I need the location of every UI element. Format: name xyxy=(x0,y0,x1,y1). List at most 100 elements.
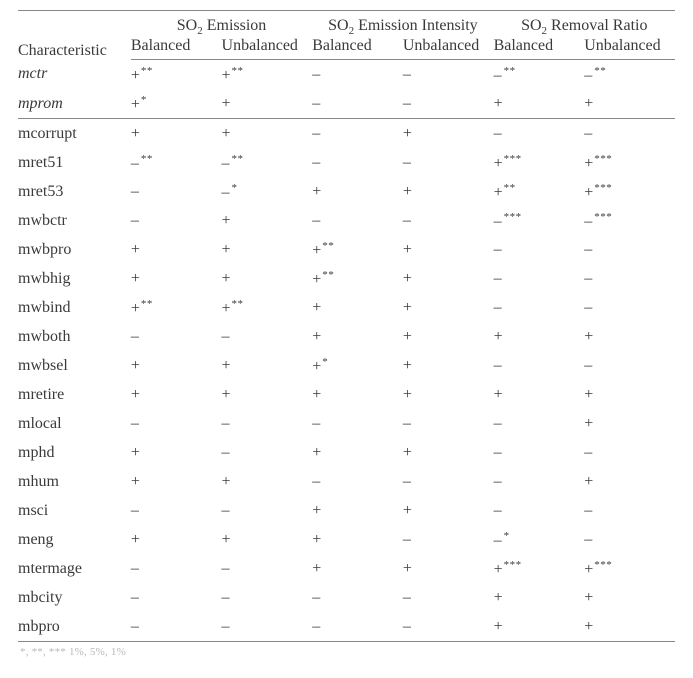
cell-significance: *** xyxy=(594,559,612,571)
cell-sign: + xyxy=(584,619,594,635)
cell-value: + xyxy=(222,119,313,149)
cell-value: – xyxy=(403,409,494,438)
cell-value: +*** xyxy=(584,148,675,177)
cell-value: – xyxy=(312,467,403,496)
cell-significance: ** xyxy=(322,240,334,252)
cell-value: + xyxy=(131,119,222,149)
cell-significance: ** xyxy=(141,298,153,310)
cell-sign: – xyxy=(403,67,413,83)
table-row: mlocal–––––+ xyxy=(18,409,675,438)
cell-value: +** xyxy=(131,60,222,90)
cell-value: + xyxy=(403,351,494,380)
cell-sign: + xyxy=(584,474,594,490)
cell-value: + xyxy=(494,89,585,119)
row-characteristic-label: mwboth xyxy=(18,328,70,345)
cell-sign: + xyxy=(584,96,594,112)
cell-value: – xyxy=(131,409,222,438)
header-group-removal: SO2 Removal Ratio xyxy=(494,11,675,38)
cell-significance: ** xyxy=(232,65,244,77)
cell-sign: + xyxy=(584,590,594,606)
cell-sign: – xyxy=(584,358,594,374)
cell-sign: + xyxy=(131,271,141,287)
cell-value: + xyxy=(403,235,494,264)
cell-sign: + xyxy=(494,387,504,403)
table-row: mwbind+**+**++–– xyxy=(18,293,675,322)
cell-value: – xyxy=(222,554,313,583)
row-characteristic-label: mwbctr xyxy=(18,212,67,229)
cell-sign: – xyxy=(312,590,322,606)
row-characteristic-label: meng xyxy=(18,531,54,548)
cell-value: – xyxy=(131,554,222,583)
cell-sign: – xyxy=(494,300,504,316)
cell-sign: – xyxy=(494,533,504,549)
row-characteristic: mwbpro xyxy=(18,235,131,264)
cell-value: +* xyxy=(312,351,403,380)
row-characteristic: mwboth xyxy=(18,322,131,351)
cell-value: – xyxy=(494,467,585,496)
row-characteristic-label: mprom xyxy=(18,95,63,112)
cell-sign: + xyxy=(131,445,141,461)
cell-sign: + xyxy=(222,358,232,374)
cell-sign: + xyxy=(403,445,413,461)
cell-value: – xyxy=(584,293,675,322)
cell-sign: – xyxy=(312,155,322,171)
cell-value: –** xyxy=(131,148,222,177)
cell-sign: + xyxy=(584,329,594,345)
cell-value: + xyxy=(584,583,675,612)
cell-sign: – xyxy=(403,532,413,548)
cell-sign: – xyxy=(403,416,413,432)
header-characteristic: Characteristic xyxy=(18,11,131,60)
cell-value: –* xyxy=(222,177,313,206)
cell-sign: – xyxy=(494,242,504,258)
cell-significance: *** xyxy=(504,559,522,571)
cell-significance: *** xyxy=(594,211,612,223)
cell-value: + xyxy=(131,351,222,380)
cell-significance: ** xyxy=(232,153,244,165)
cell-sign: – xyxy=(222,590,232,606)
cell-sign: – xyxy=(584,532,594,548)
cell-value: – xyxy=(222,583,313,612)
cell-sign: + xyxy=(131,387,141,403)
cell-sign: + xyxy=(403,184,413,200)
cell-value: + xyxy=(312,496,403,525)
cell-value: + xyxy=(222,467,313,496)
cell-sign: – xyxy=(131,329,141,345)
cell-value: – xyxy=(131,583,222,612)
cell-sign: + xyxy=(494,96,504,112)
cell-value: – xyxy=(403,60,494,90)
header-group-removal-pre: SO xyxy=(521,17,541,34)
cell-value: – xyxy=(222,496,313,525)
cell-sign: – xyxy=(494,416,504,432)
cell-sign: – xyxy=(494,68,504,84)
cell-sign: – xyxy=(494,271,504,287)
cell-value: + xyxy=(584,467,675,496)
cell-value: +*** xyxy=(584,554,675,583)
cell-sign: + xyxy=(312,445,322,461)
table-row: mbcity––––++ xyxy=(18,583,675,612)
table-row: msci––++–– xyxy=(18,496,675,525)
cell-value: – xyxy=(584,351,675,380)
header-group-intensity-sub: 2 xyxy=(349,25,355,37)
cell-value: – xyxy=(403,148,494,177)
row-characteristic-label: mwbhig xyxy=(18,270,70,287)
cell-sign: – xyxy=(222,416,232,432)
cell-significance: *** xyxy=(504,211,522,223)
row-characteristic: mphd xyxy=(18,438,131,467)
cell-sign: + xyxy=(131,126,141,142)
table-row: mret53––*+++**+*** xyxy=(18,177,675,206)
cell-value: + xyxy=(403,496,494,525)
cell-value: – xyxy=(131,322,222,351)
header-group-emission-sub: 2 xyxy=(197,25,203,37)
cell-sign: + xyxy=(222,301,232,317)
table-row: mhum++–––+ xyxy=(18,467,675,496)
cell-sign: – xyxy=(222,445,232,461)
cell-sign: – xyxy=(312,416,322,432)
cell-value: + xyxy=(403,438,494,467)
cell-sign: + xyxy=(584,387,594,403)
row-characteristic: mbpro xyxy=(18,612,131,642)
header-group-removal-sub: 2 xyxy=(542,25,548,37)
cell-value: –* xyxy=(494,525,585,554)
row-characteristic-label: mret51 xyxy=(18,154,63,171)
cell-sign: – xyxy=(131,619,141,635)
cell-value: – xyxy=(494,409,585,438)
